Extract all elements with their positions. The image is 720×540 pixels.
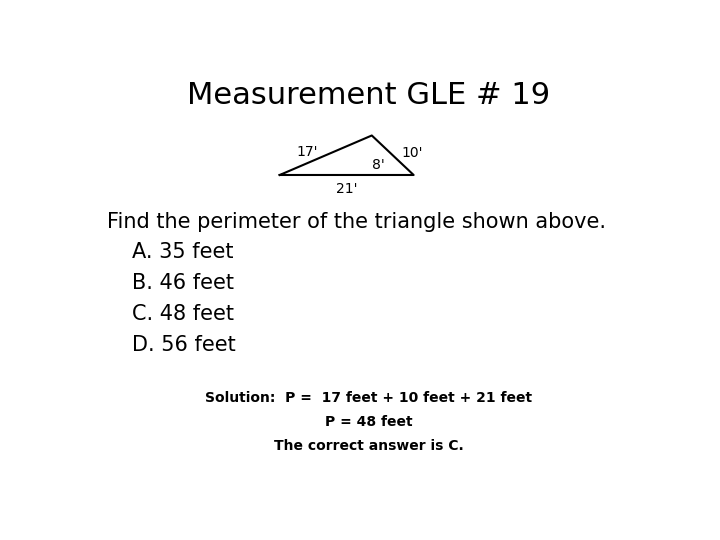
Text: C. 48 feet: C. 48 feet [132, 304, 234, 324]
Text: Solution:  P =  17 feet + 10 feet + 21 feet: Solution: P = 17 feet + 10 feet + 21 fee… [205, 391, 533, 405]
Text: B. 46 feet: B. 46 feet [132, 273, 234, 293]
Text: P = 48 feet: P = 48 feet [325, 415, 413, 429]
Text: Find the perimeter of the triangle shown above.: Find the perimeter of the triangle shown… [107, 212, 606, 232]
Text: Measurement GLE # 19: Measurement GLE # 19 [187, 82, 551, 111]
Text: 21': 21' [336, 182, 357, 196]
Text: 17': 17' [296, 145, 318, 159]
Text: The correct answer is C.: The correct answer is C. [274, 440, 464, 454]
Text: 8': 8' [372, 158, 384, 172]
Text: A. 35 feet: A. 35 feet [132, 241, 233, 261]
Text: 10': 10' [401, 146, 423, 160]
Text: D. 56 feet: D. 56 feet [132, 335, 235, 355]
